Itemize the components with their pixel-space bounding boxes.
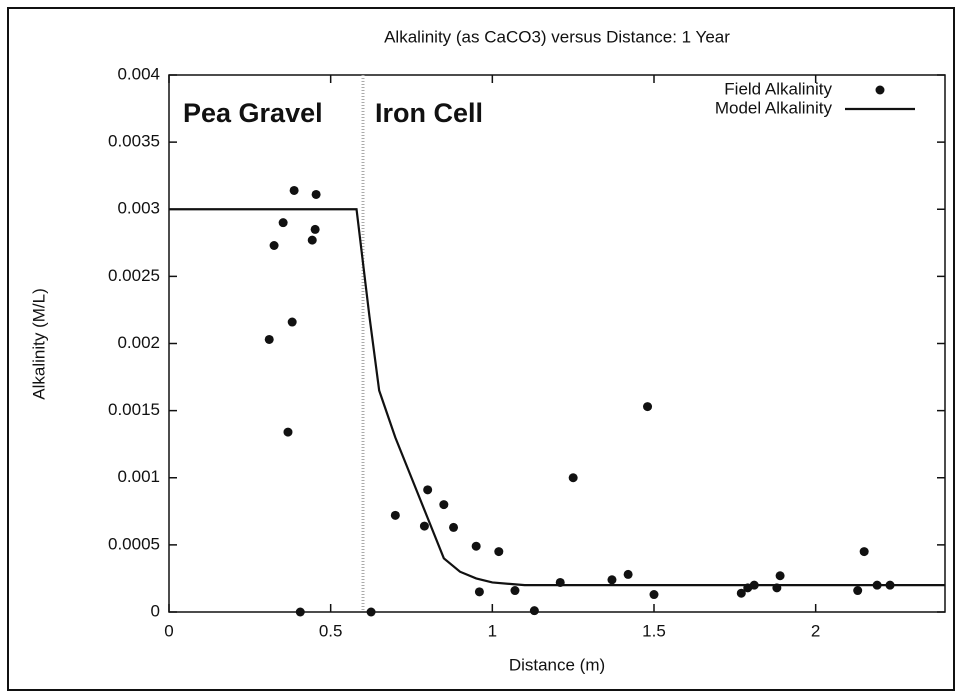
data-point — [311, 189, 321, 199]
annotation: Iron Cell — [375, 98, 483, 128]
data-point — [529, 606, 539, 616]
x-tick-label: 1.5 — [642, 621, 666, 640]
legend-label: Model Alkalinity — [715, 98, 833, 117]
data-point — [736, 588, 746, 598]
data-point — [287, 317, 297, 327]
y-tick-label: 0.0035 — [108, 132, 160, 151]
y-tick-label: 0.004 — [117, 64, 160, 83]
y-tick-label: 0.002 — [117, 333, 160, 352]
data-point — [623, 569, 633, 579]
y-tick-label: 0.0015 — [108, 400, 160, 419]
data-point — [310, 224, 320, 234]
annotation: Pea Gravel — [183, 98, 323, 128]
data-point — [419, 521, 429, 531]
data-point — [264, 334, 274, 344]
x-tick-label: 1 — [488, 621, 497, 640]
data-point — [278, 218, 288, 228]
y-tick-label: 0 — [151, 601, 160, 620]
data-point — [643, 402, 653, 412]
x-tick-label: 2 — [811, 621, 820, 640]
x-tick-label: 0.5 — [319, 621, 343, 640]
legend-point — [875, 85, 885, 95]
x-axis-label: Distance (m) — [509, 655, 605, 674]
data-point — [474, 587, 484, 597]
data-point — [283, 427, 293, 437]
data-point — [568, 473, 578, 483]
y-tick-label: 0.0025 — [108, 266, 160, 285]
data-point — [649, 590, 659, 600]
data-point — [390, 510, 400, 520]
data-point — [607, 575, 617, 585]
y-tick-label: 0.0005 — [108, 534, 160, 553]
data-point — [289, 185, 299, 195]
legend-label: Field Alkalinity — [724, 79, 832, 98]
data-point — [853, 586, 863, 596]
data-point — [510, 586, 520, 596]
data-point — [471, 541, 481, 551]
y-axis-label: Alkalinity (M/L) — [29, 288, 48, 399]
chart-title: Alkalinity (as CaCO3) versus Distance: 1… — [384, 27, 730, 46]
x-tick-label: 0 — [164, 621, 173, 640]
data-point — [366, 607, 376, 617]
data-point — [269, 240, 279, 250]
model-line — [169, 208, 945, 587]
data-point — [859, 547, 869, 557]
data-point — [775, 571, 785, 581]
data-point — [423, 485, 433, 495]
data-point — [307, 235, 317, 245]
data-point — [439, 500, 449, 510]
frame — [7, 7, 955, 691]
plot-border — [168, 74, 946, 613]
y-tick-label: 0.001 — [117, 467, 160, 486]
data-point — [449, 522, 459, 532]
y-tick-label: 0.003 — [117, 199, 160, 218]
data-point — [494, 547, 504, 557]
data-point — [295, 607, 305, 617]
